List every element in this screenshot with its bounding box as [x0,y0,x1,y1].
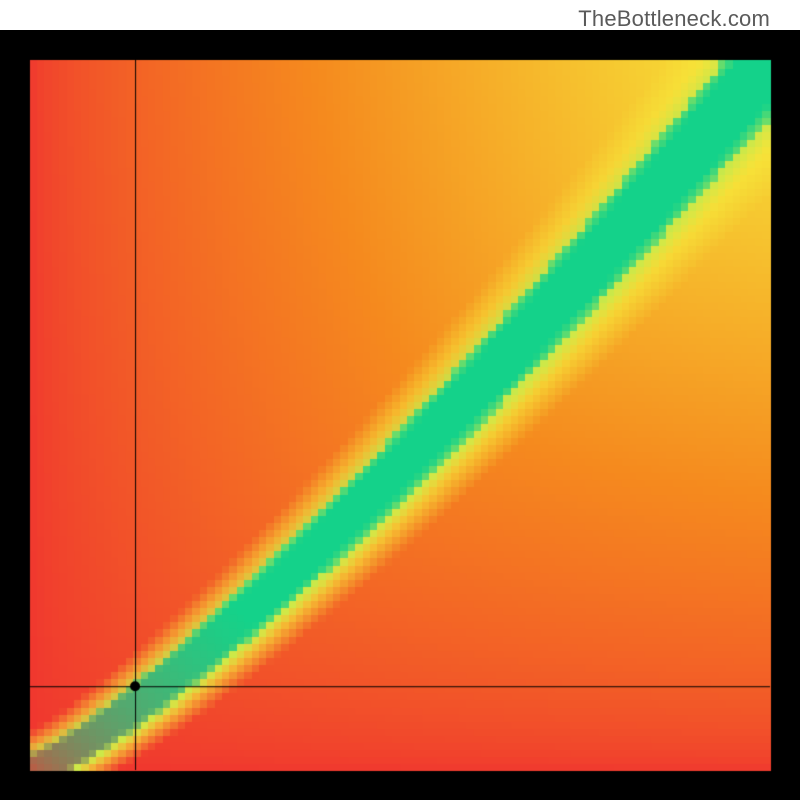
heatmap-canvas [0,30,800,800]
bottleneck-heatmap [0,30,800,800]
watermark-text: TheBottleneck.com [578,6,770,32]
